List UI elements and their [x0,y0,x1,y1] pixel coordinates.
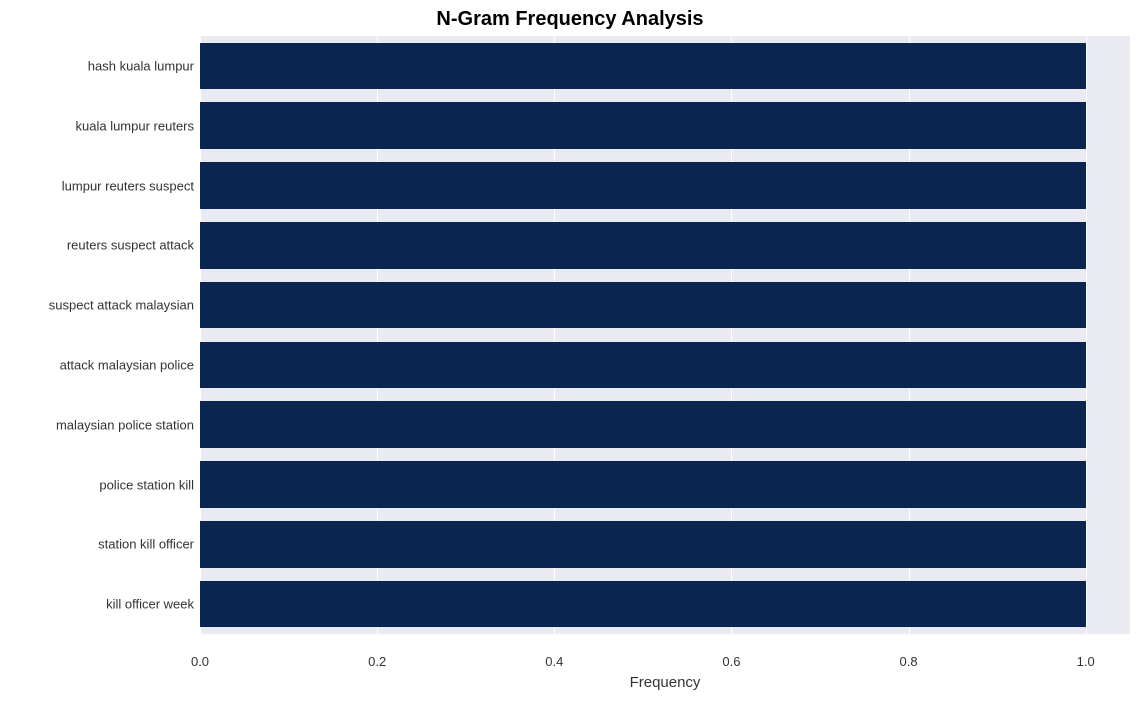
bar [200,102,1086,149]
y-tick-label: reuters suspect attack [67,238,194,253]
bar [200,43,1086,90]
y-tick-label: kuala lumpur reuters [76,118,195,133]
x-tick-label: 1.0 [1077,654,1095,669]
y-tick-label: police station kill [99,477,194,492]
y-tick-label: station kill officer [98,537,194,552]
x-tick-label: 0.0 [191,654,209,669]
x-axis-title: Frequency [200,674,1130,691]
x-tick-label: 0.2 [368,654,386,669]
x-tick-label: 0.4 [545,654,563,669]
x-tick-label: 0.8 [900,654,918,669]
bar [200,461,1086,508]
y-tick-label: attack malaysian police [60,357,194,372]
bar [200,282,1086,329]
bar [200,222,1086,269]
bar [200,162,1086,209]
x-tick-label: 0.6 [722,654,740,669]
y-tick-label: suspect attack malaysian [49,298,194,313]
y-tick-label: lumpur reuters suspect [62,178,194,193]
y-tick-label: kill officer week [106,597,194,612]
bar [200,521,1086,568]
y-tick-label: hash kuala lumpur [88,58,194,73]
bar [200,401,1086,448]
x-axis-tick-labels: 0.00.20.40.60.81.0 [200,654,1130,674]
chart-title: N-Gram Frequency Analysis [0,8,1140,31]
y-tick-label: malaysian police station [56,417,194,432]
y-axis-labels: hash kuala lumpur kuala lumpur reuters lum… [0,36,194,634]
bar [200,581,1086,628]
plot-area [200,36,1130,634]
bar [200,342,1086,389]
bars-layer [200,36,1130,634]
ngram-frequency-chart: N-Gram Frequency Analysis hash kuala lum… [0,0,1140,701]
